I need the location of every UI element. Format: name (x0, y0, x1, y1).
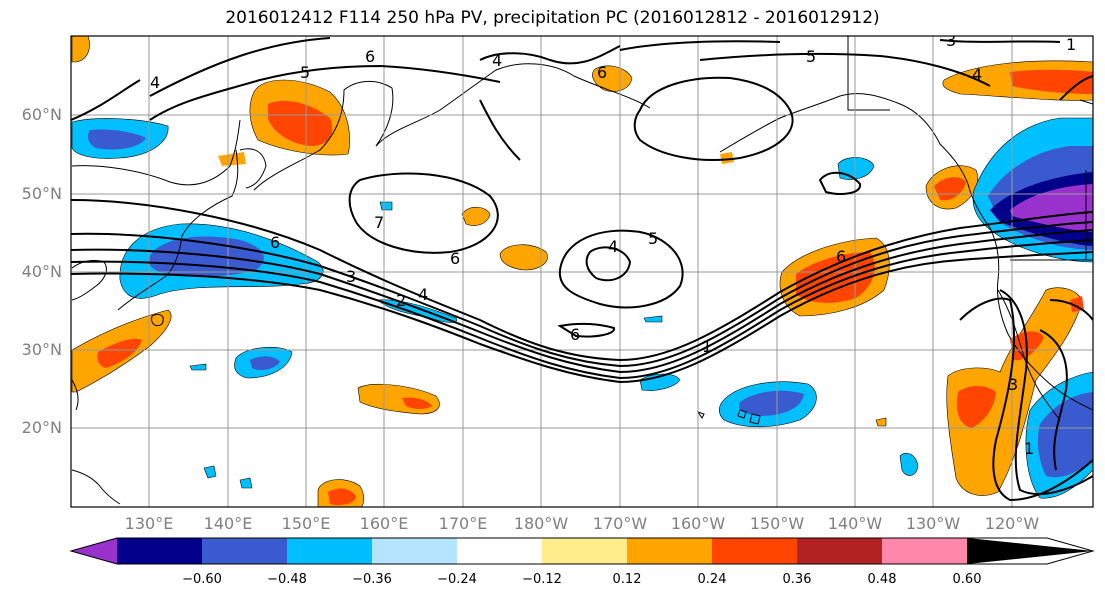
lon-label: 150°E (281, 514, 331, 533)
colorbar-tick-label: −0.60 (182, 572, 222, 587)
colorbar (69, 537, 1095, 565)
lon-label: 160°W (670, 514, 726, 533)
lon-label: 170°E (438, 514, 488, 533)
contour-label: 5 (806, 47, 816, 66)
lat-label: 40°N (21, 262, 62, 281)
colorbar-tick-label: 0.48 (867, 572, 897, 587)
colorbar-swatch (117, 538, 202, 564)
graticule (71, 36, 1093, 507)
pv-contours (71, 37, 1093, 502)
contour-label: 1 (702, 337, 712, 356)
contour-label: 1 (1066, 35, 1076, 54)
colorbar-tick-label: −0.36 (352, 572, 392, 587)
lat-label: 30°N (21, 340, 62, 359)
contour-label: 3 (1008, 375, 1018, 394)
colorbar-swatch (202, 538, 287, 564)
contour-label: 4 (972, 65, 982, 84)
colorbar-extend-high (967, 538, 1093, 564)
lat-label: 50°N (21, 184, 62, 203)
contour-label: 6 (570, 325, 580, 344)
colorbar-swatch (542, 538, 627, 564)
lon-label: 130°W (905, 514, 961, 533)
contour-label: 6 (450, 249, 460, 268)
colorbar-tick-label: −0.48 (267, 572, 307, 587)
colorbar-swatch (712, 538, 797, 564)
lat-label: 20°N (21, 418, 62, 437)
colorbar-extend-low (71, 538, 117, 564)
colorbar-tick-label: −0.24 (437, 572, 477, 587)
colorbar-tick-label: 0.12 (612, 572, 642, 587)
contour-label: 4 (418, 285, 428, 304)
contour-label: 4 (150, 73, 160, 92)
contour-label: 5 (300, 63, 310, 82)
colorbar-swatch (457, 538, 542, 564)
colorbar-swatch (287, 538, 372, 564)
lat-label: 60°N (21, 105, 62, 124)
colorbar-tick-label: −0.12 (522, 572, 562, 587)
colorbar-tick-label: 0.24 (697, 572, 727, 587)
map-border (70, 35, 1094, 508)
lon-label: 160°E (359, 514, 409, 533)
colorbar-tick-label: 0.60 (952, 572, 982, 587)
lon-label: 140°E (203, 514, 253, 533)
colorbar-swatch (372, 538, 457, 564)
lon-label: 170°W (592, 514, 648, 533)
lon-label: 150°W (749, 514, 805, 533)
contour-label: 1 (1024, 439, 1034, 458)
contour-label: 6 (365, 47, 375, 66)
contour-label: 4 (492, 51, 502, 70)
lon-label: 180°W (513, 514, 569, 533)
map-title: 2016012412 F114 250 hPa PV, precipitatio… (225, 8, 880, 28)
lon-label: 120°W (984, 514, 1040, 533)
coastlines (71, 36, 1093, 505)
colorbar-swatch (627, 538, 712, 564)
contour-label: 6 (270, 233, 280, 252)
colorbar-tick-label: 0.36 (782, 572, 812, 587)
contour-label: 6 (836, 247, 846, 266)
contour-label: 3 (946, 31, 956, 50)
contour-label: 7 (374, 213, 384, 232)
contour-label: 5 (648, 229, 658, 248)
colorbar-swatch (797, 538, 882, 564)
colorbar-swatch (882, 538, 967, 564)
contour-label: 3 (346, 267, 356, 286)
contour-label: 6 (597, 63, 607, 82)
lon-label: 140°W (827, 514, 883, 533)
contour-label: 2 (396, 291, 406, 310)
contour-label: 4 (608, 237, 618, 256)
lon-label: 130°E (124, 514, 174, 533)
